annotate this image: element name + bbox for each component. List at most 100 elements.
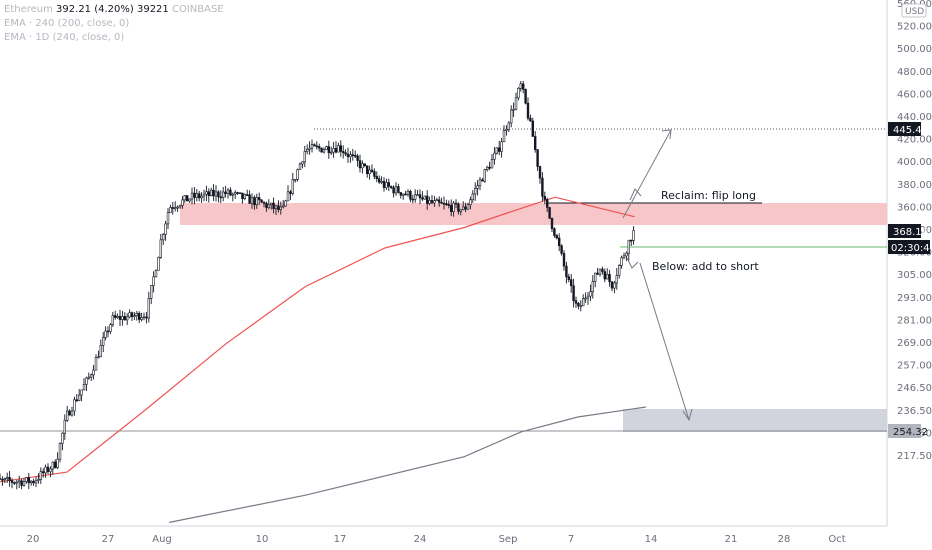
candle-body — [166, 212, 170, 225]
candle-body — [363, 163, 366, 166]
price-axis-label: 281.00 — [897, 315, 932, 326]
price-axis-label: 269.00 — [897, 338, 932, 349]
candle-body — [469, 199, 472, 206]
candle-body — [265, 202, 268, 208]
candle-body — [147, 298, 150, 319]
candle-body — [29, 480, 33, 484]
candle-body — [238, 192, 242, 194]
candle-body — [509, 109, 513, 124]
candle-body — [190, 192, 194, 200]
candle-body — [517, 88, 520, 99]
price-axis-label: 257.00 — [897, 361, 932, 372]
candle-body — [284, 200, 287, 207]
candle-body — [255, 197, 258, 205]
candle-body — [301, 161, 304, 165]
candle-body — [291, 179, 294, 194]
candle-body — [329, 151, 333, 154]
candle-body — [195, 193, 198, 198]
candle-body — [37, 479, 40, 481]
candle-body — [361, 163, 364, 169]
candle-body — [320, 147, 323, 153]
candle-body — [15, 481, 18, 484]
candle-body — [322, 149, 326, 153]
candle-body — [346, 153, 350, 158]
candle-body — [401, 193, 405, 196]
candle-body — [231, 193, 234, 196]
candle-body — [58, 443, 62, 460]
legend-ema-1d: EMA · 1D (240, close, 0) — [4, 32, 125, 43]
candle-body — [154, 270, 158, 278]
candle-body — [632, 230, 635, 241]
candle-body — [447, 204, 450, 206]
candle-body — [49, 468, 52, 472]
candle-body — [531, 120, 535, 137]
candle-body — [418, 194, 422, 199]
candle-body — [224, 191, 227, 194]
candle-body — [6, 477, 9, 479]
candle-body — [380, 181, 383, 183]
price-axis-label: 217.50 — [897, 451, 932, 462]
candle-body — [442, 203, 446, 205]
candle-body — [212, 189, 215, 197]
candle-body — [567, 276, 571, 280]
price-axis-label: 305.00 — [897, 270, 932, 281]
candle-body — [248, 194, 251, 204]
candle-body — [565, 265, 568, 278]
candle-body — [243, 194, 246, 200]
candle-body — [351, 154, 354, 156]
candle-body — [589, 291, 592, 297]
candle-body — [353, 155, 357, 157]
candle-body — [598, 268, 602, 275]
candle-body — [171, 207, 174, 209]
candle-body — [25, 477, 28, 482]
candle-body — [562, 253, 566, 267]
candle-body — [332, 148, 335, 153]
candle-body — [327, 146, 330, 154]
candle-body — [387, 182, 390, 187]
candle-body — [370, 169, 374, 172]
price-tag-current: 368.16 — [888, 224, 928, 238]
candle-body — [111, 315, 115, 325]
candle-body — [32, 480, 35, 484]
candle-body — [126, 316, 129, 321]
candle-body — [457, 203, 460, 212]
candle-body — [464, 206, 467, 210]
candle-body — [495, 147, 498, 154]
candle-body — [46, 466, 50, 472]
candle-body — [104, 330, 107, 338]
candle-body — [373, 171, 376, 177]
candle-body — [452, 202, 455, 212]
candle-body — [421, 197, 424, 200]
target-zone — [623, 409, 887, 432]
candle-body — [478, 179, 482, 186]
candle-body — [550, 217, 554, 229]
currency-badge-text: USD — [905, 7, 924, 17]
candle-body — [257, 197, 261, 201]
candle-body — [440, 202, 443, 204]
candle-body — [241, 192, 244, 199]
candles-group — [0, 80, 635, 490]
candle-body — [198, 193, 201, 199]
candle-body — [229, 189, 232, 196]
candle-body — [543, 196, 547, 200]
candle-body — [581, 298, 585, 307]
candle-body — [385, 182, 388, 188]
candle-body — [471, 193, 474, 200]
candle-body — [123, 316, 127, 321]
candle-body — [66, 410, 69, 421]
candle-body — [488, 166, 491, 169]
candle-body — [56, 458, 59, 468]
candle-body — [298, 163, 302, 170]
candle-body — [293, 179, 297, 181]
legend-ema-240: EMA · 240 (200, close, 0) — [4, 18, 130, 29]
candle-body — [548, 207, 551, 219]
currency-badge[interactable]: USD — [901, 3, 927, 18]
candle-body — [41, 471, 45, 474]
candle-body — [375, 176, 378, 179]
candle-body — [150, 285, 153, 299]
candle-body — [34, 480, 38, 484]
candle-body — [461, 206, 465, 210]
time-axis-label: 17 — [334, 534, 347, 545]
candle-body — [577, 302, 580, 307]
